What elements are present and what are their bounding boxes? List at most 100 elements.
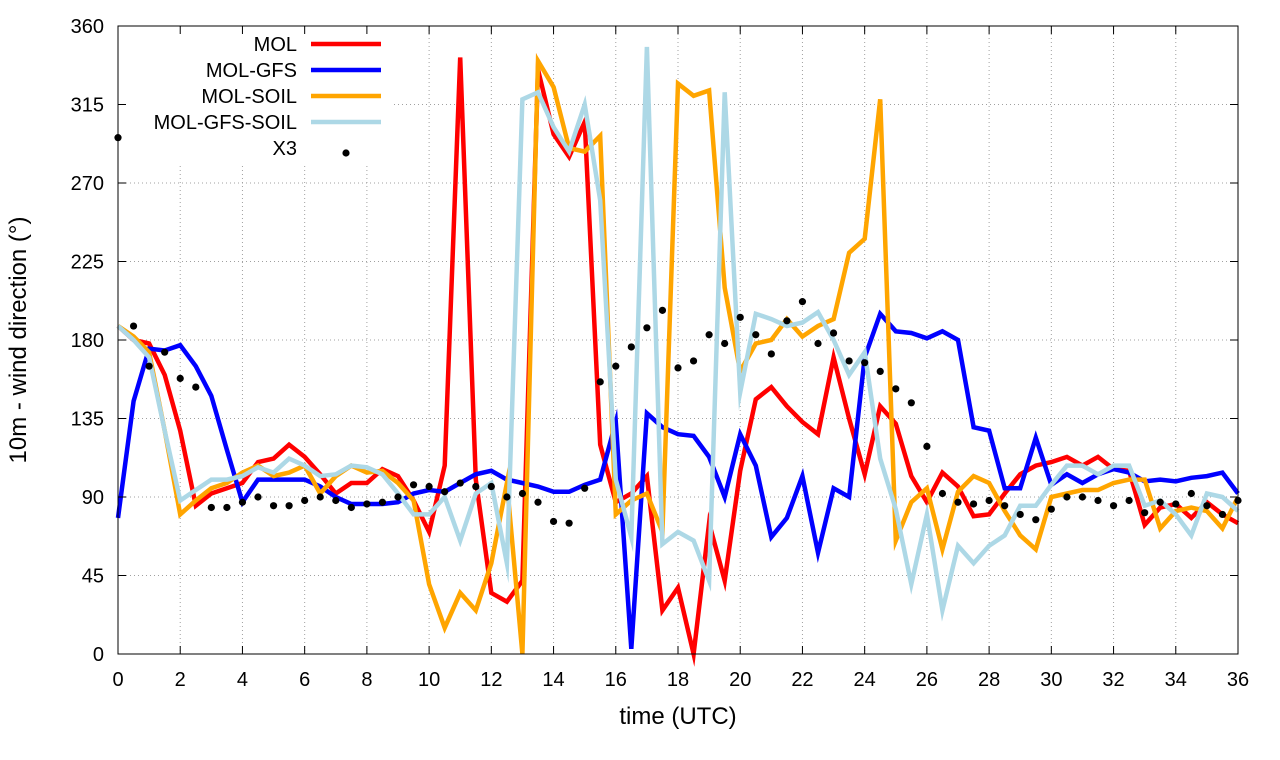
series-x3-point [301,496,309,505]
y-tick-label: 90 [82,487,104,509]
series-x3-point [456,479,464,487]
legend: MOL MOL-GFS MOL-SOIL MOL-GFS-SOIL X3 [122,30,394,164]
y-tick-label: 225 [71,252,104,274]
series-x3-point [969,500,978,508]
x-tick-label: 36 [1227,669,1249,691]
x-tick-label: 6 [299,669,310,691]
series-x3-point [1001,502,1009,510]
series-x3-point [207,503,215,512]
series-x3-point [923,442,931,451]
series-x3-point [798,298,807,306]
series-x3-point [1078,493,1087,501]
series-x3-point [1203,502,1211,510]
series-x3-point [409,481,418,489]
series-x3-point [441,488,449,496]
x-tick-label: 18 [667,669,689,691]
y-tick-label: 360 [71,16,104,38]
series-x3-point [145,362,153,370]
series-x3-point [861,359,869,367]
legend-label-x3: X3 [273,138,297,160]
series-x3-point [1156,498,1164,506]
series-x3-point [1141,509,1149,517]
x-tick-label: 16 [605,669,627,691]
series-x3-point [892,385,900,393]
series-x3-point [907,399,915,407]
series-x3-point [425,482,433,491]
y-tick-label: 135 [71,409,104,431]
x-tick-label: 32 [1102,669,1124,691]
legend-label-mol-gfs: MOL-GFS [206,60,297,82]
series-x3-point [736,313,744,321]
series-x3-point [596,378,604,386]
y-tick-label: 315 [71,95,104,117]
series-x3-point [658,306,667,314]
x-tick-label: 4 [237,669,248,691]
x-tick-label: 20 [729,669,751,691]
series-x3-point [954,498,962,506]
series-x3-point [938,489,947,498]
series-x3-point [674,364,682,372]
series-x3-point [549,517,558,526]
series-x3-point [254,493,262,501]
series-x3-point [1032,516,1040,524]
series-x3-point [363,500,371,508]
x-tick-label: 30 [1040,669,1062,691]
series-x3-point [1016,510,1024,519]
series-x3-point [689,357,698,365]
series-x3-point [238,498,247,506]
legend-sample-x3 [342,149,350,157]
series-x3-point [829,329,838,337]
series-x3-point [814,339,822,348]
x-tick-label: 24 [854,669,876,691]
series-x3-point [783,317,791,325]
x-tick-label: 28 [978,669,1000,691]
series-x3-point [845,357,853,365]
series-x3-point [767,350,775,358]
series-x3-point [1172,500,1180,508]
series-x3-point [192,383,200,391]
data-series [114,46,1242,667]
series-x3-point [1187,489,1195,498]
x-tick-label: 34 [1165,669,1187,691]
y-tick-label: 45 [82,566,104,588]
series-x3-point [269,502,278,510]
series-x3-point [1047,505,1055,513]
series-x3-point [612,362,620,370]
series-x3-point [472,482,480,491]
x-axis-title: time (UTC) [619,703,736,730]
x-tick-label: 8 [361,669,372,691]
y-tick-label: 270 [71,173,104,195]
x-tick-label: 10 [418,669,440,691]
series-x3-point [347,503,355,512]
y-tick-label: 180 [71,330,104,352]
series-x3-point [643,324,651,332]
series-x3-point [705,331,713,339]
series-x3-point [176,374,184,382]
legend-label-mol: MOL [254,34,297,56]
series-x3 [114,134,1242,527]
series-x3-point [161,348,169,356]
series-x3-point [332,496,340,505]
series-mol-line [116,52,1240,667]
series-x3-point [721,339,729,348]
series-x3-point [1094,496,1102,505]
series-x3-point [487,482,495,491]
series-x3-point [394,493,402,501]
series-x3-point [518,489,527,498]
series-x3-point [129,322,138,330]
x-tick-label: 26 [916,669,938,691]
series-x3-point [752,331,760,339]
x-tick-label: 14 [542,669,564,691]
legend-label-mol-gfs-soil: MOL-GFS-SOIL [154,112,297,134]
series-x3-point [1218,510,1227,519]
series-x3-point [565,519,573,527]
series-x3-point [285,502,293,510]
series-x3-point [223,503,231,512]
series-x3-point [1109,502,1118,510]
y-axis-title: 10m - wind direction (°) [5,216,32,463]
series-x3-point [627,343,635,351]
series-x3-point [876,367,884,375]
x-tick-label: 22 [791,669,813,691]
